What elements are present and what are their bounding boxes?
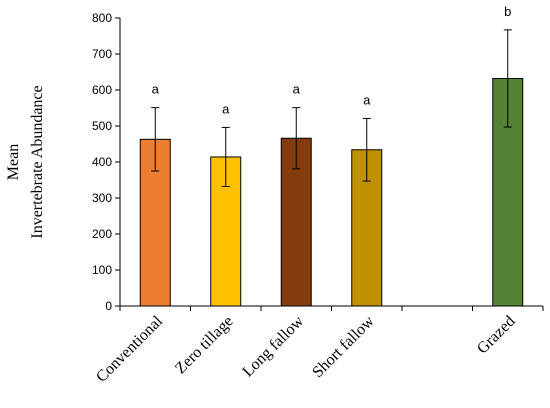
- x-category-label: Long fallow: [239, 312, 307, 380]
- x-category-label: Short fallow: [309, 312, 378, 381]
- x-category-label: Zero tillage: [172, 313, 236, 377]
- y-tick-label: 800: [92, 11, 112, 25]
- y-tick-label: 700: [92, 47, 112, 61]
- significance-label: b: [504, 4, 511, 19]
- x-category-label: Conventional: [93, 312, 166, 385]
- y-tick-label: 200: [92, 227, 112, 241]
- y-axis-label: Mean Invertebrate Abundance: [5, 85, 46, 238]
- y-axis-label-line-1: Mean: [5, 144, 22, 180]
- y-tick-label: 0: [105, 299, 112, 313]
- significance-label: a: [363, 92, 371, 107]
- plot-area: 0 100 200 300 400 500 600 700 800 a Conventional a Z…: [92, 4, 544, 386]
- significance-label: a: [293, 82, 301, 97]
- y-tick-label: 100: [92, 263, 112, 277]
- significance-label: a: [222, 101, 230, 116]
- significance-label: a: [152, 82, 160, 97]
- y-tick-label: 500: [92, 119, 112, 133]
- y-tick-label: 300: [92, 191, 112, 205]
- y-axis-label-line-2: Invertebrate Abundance: [29, 85, 46, 238]
- x-category-label: Grazed: [474, 313, 519, 358]
- y-tick-label: 600: [92, 83, 112, 97]
- y-tick-label: 400: [92, 155, 112, 169]
